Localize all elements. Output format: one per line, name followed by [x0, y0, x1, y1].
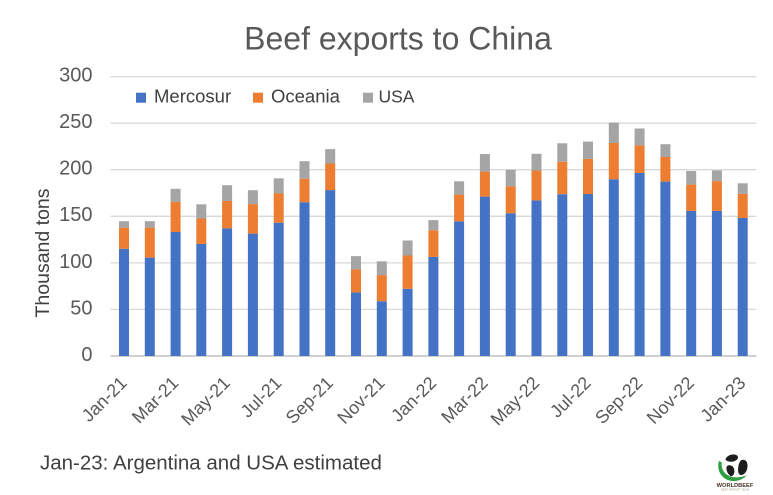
svg-text:300: 300	[59, 65, 92, 87]
svg-text:Beef exports to China: Beef exports to China	[244, 21, 552, 57]
svg-text:WORLDBEEF: WORLDBEEF	[717, 483, 754, 489]
svg-text:200: 200	[59, 158, 92, 180]
svg-text:Mercosur: Mercosur	[154, 85, 231, 106]
svg-text:BEEF REPORT TEAM: BEEF REPORT TEAM	[721, 488, 750, 492]
svg-text:Thousand tons: Thousand tons	[32, 188, 54, 317]
svg-text:50: 50	[70, 297, 92, 319]
svg-text:250: 250	[59, 111, 92, 133]
svg-text:150: 150	[59, 204, 92, 226]
svg-text:Oceania: Oceania	[271, 85, 341, 106]
svg-text:0: 0	[81, 344, 92, 366]
svg-text:Jan-23: Argentina and USA esti: Jan-23: Argentina and USA estimated	[40, 452, 382, 475]
svg-text:100: 100	[59, 251, 92, 273]
svg-text:USA: USA	[379, 86, 415, 106]
